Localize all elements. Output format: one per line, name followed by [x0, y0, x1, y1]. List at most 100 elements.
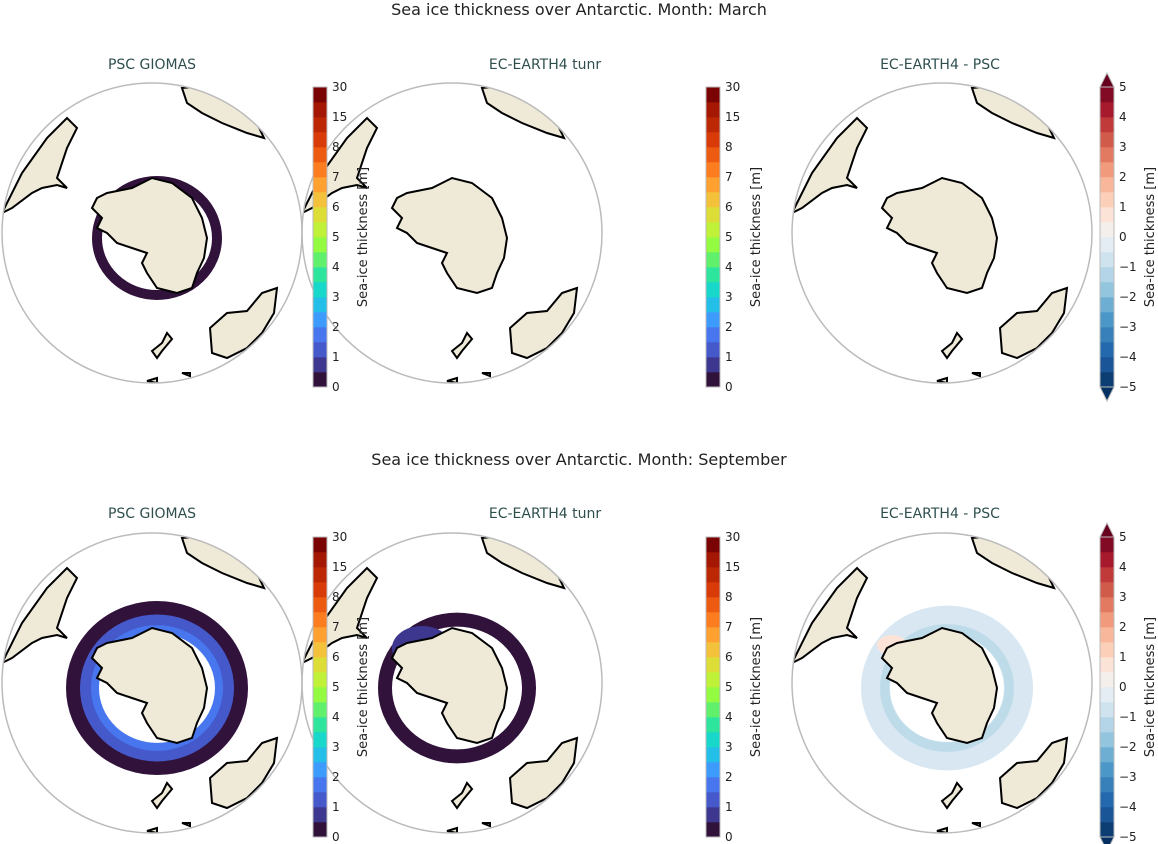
colorbar-tick-label: −1 [1119, 710, 1137, 724]
sea-ice-field [378, 612, 536, 764]
colorbar-bin [1100, 537, 1114, 553]
colorbar-bin [313, 762, 327, 778]
land-australia [508, 286, 579, 360]
colorbar-bin [706, 777, 720, 793]
colorbar-bin [706, 687, 720, 703]
land-nz3 [181, 822, 191, 828]
colorbar-bin [706, 597, 720, 613]
colorbar-bin [706, 582, 720, 598]
colorbar-bin [1100, 732, 1114, 748]
colorbar-bin [313, 357, 327, 373]
colorbar-r2c3: −5 −4 −3 −2 −1 0 1 2 3 4 5 Sea-ice thickness [m] [1099, 521, 1158, 844]
colorbar-bin [1100, 327, 1114, 343]
colorbar-bin [1100, 627, 1114, 643]
colorbar-tick-label: 0 [725, 830, 733, 844]
row1-title: Sea ice thickness over Antarctic. Month:… [391, 0, 767, 19]
colorbar-extend-max [1099, 521, 1115, 538]
colorbar-extend-max [1099, 71, 1115, 88]
colorbar-bin [313, 537, 327, 553]
colorbar-tick-label: 1 [332, 350, 340, 364]
colorbar-tick-label: 5 [725, 680, 733, 694]
colorbar-bin [313, 807, 327, 823]
land-nz2 [446, 826, 458, 833]
colorbar-tick-label: 1 [725, 800, 733, 814]
colorbar-label: Sea-ice thickness [m] [1143, 617, 1158, 757]
land-australia [208, 736, 279, 810]
colorbar-bin [706, 537, 720, 553]
panel-title-r2-c3: EC-EARTH4 - PSC [880, 506, 1000, 522]
colorbar-label: Sea-ice thickness [m] [749, 167, 764, 307]
colorbar-bin [1100, 747, 1114, 763]
colorbar-tick-label: 2 [725, 770, 733, 784]
colorbar-tick-label: 3 [332, 290, 340, 304]
colorbar-bin [313, 732, 327, 748]
colorbar-tick-label: 1 [332, 800, 340, 814]
colorbar-tick-label: 15 [332, 560, 347, 574]
colorbar-frame [1099, 536, 1115, 838]
land-australia [998, 286, 1069, 360]
colorbar-tick-label: 0 [332, 830, 340, 844]
land-nz2 [146, 376, 158, 383]
colorbar-tick-label: 7 [332, 170, 340, 184]
colorbar-bin [706, 552, 720, 568]
colorbar-bin [1100, 117, 1114, 133]
colorbar-bin [1100, 687, 1114, 703]
map-r2c3 [791, 532, 1093, 834]
colorbar-bin [706, 222, 720, 238]
land-nz3 [971, 822, 981, 828]
colorbar-tick-label: 4 [725, 260, 733, 274]
colorbar-bin [313, 702, 327, 718]
land-nz2 [446, 376, 458, 383]
map-boundary [301, 532, 603, 834]
colorbar-tick-label: 2 [725, 320, 733, 334]
colorbar-bin [313, 267, 327, 283]
colorbar-bin [706, 297, 720, 313]
colorbar-frame [705, 86, 721, 388]
colorbar-tick-label: 6 [332, 200, 340, 214]
colorbar-bin [1100, 372, 1114, 388]
colorbar-bin [706, 702, 720, 718]
colorbar-frame [1099, 86, 1115, 388]
colorbar-frame [705, 536, 721, 838]
colorbar-tick-label: 7 [725, 620, 733, 634]
colorbar-tick-label: 1 [1119, 200, 1127, 214]
colorbar-bin [706, 357, 720, 373]
land-africa [180, 533, 266, 590]
colorbar-tick-label: −4 [1119, 350, 1137, 364]
land-samerica [2, 116, 79, 216]
colorbar-bin [706, 612, 720, 628]
land-antarctica [390, 176, 509, 295]
colorbar-bin [1100, 717, 1114, 733]
sea-ice-field [66, 601, 248, 775]
colorbar-bin [313, 792, 327, 808]
colorbar-bin [1100, 762, 1114, 778]
colorbar-bin [313, 642, 327, 658]
colorbar-label: Sea-ice thickness [m] [1143, 167, 1158, 307]
colorbar-tick-label: −4 [1119, 800, 1137, 814]
colorbar-tick-label: −2 [1119, 740, 1137, 754]
colorbar-bin [313, 777, 327, 793]
colorbar-tick-label: 2 [1119, 620, 1127, 634]
colorbar-bin [1100, 567, 1114, 583]
colorbar-tick-label: 7 [725, 170, 733, 184]
colorbar-tick-label: 5 [1119, 530, 1127, 544]
land-nz3 [971, 372, 981, 378]
land-nz1 [150, 781, 174, 810]
colorbar-bin [706, 567, 720, 583]
colorbar-bin [706, 372, 720, 388]
colorbar-bin [706, 762, 720, 778]
colorbar-tick-label: 6 [725, 650, 733, 664]
colorbar-tick-label: 15 [725, 110, 740, 124]
colorbar-bin [706, 732, 720, 748]
colorbar-tick-label: 30 [332, 530, 347, 544]
colorbar-bin [1100, 597, 1114, 613]
colorbar-tick-label: 5 [1119, 80, 1127, 94]
land-africa [970, 83, 1056, 140]
colorbar-bin [1100, 267, 1114, 283]
colorbar-label: Sea-ice thickness [m] [356, 167, 371, 307]
colorbar-bin [313, 102, 327, 118]
colorbar-tick-label: 15 [725, 560, 740, 574]
sea-ice-field [80, 614, 234, 762]
colorbar-tick-label: 4 [725, 710, 733, 724]
colorbar-bin [1100, 177, 1114, 193]
